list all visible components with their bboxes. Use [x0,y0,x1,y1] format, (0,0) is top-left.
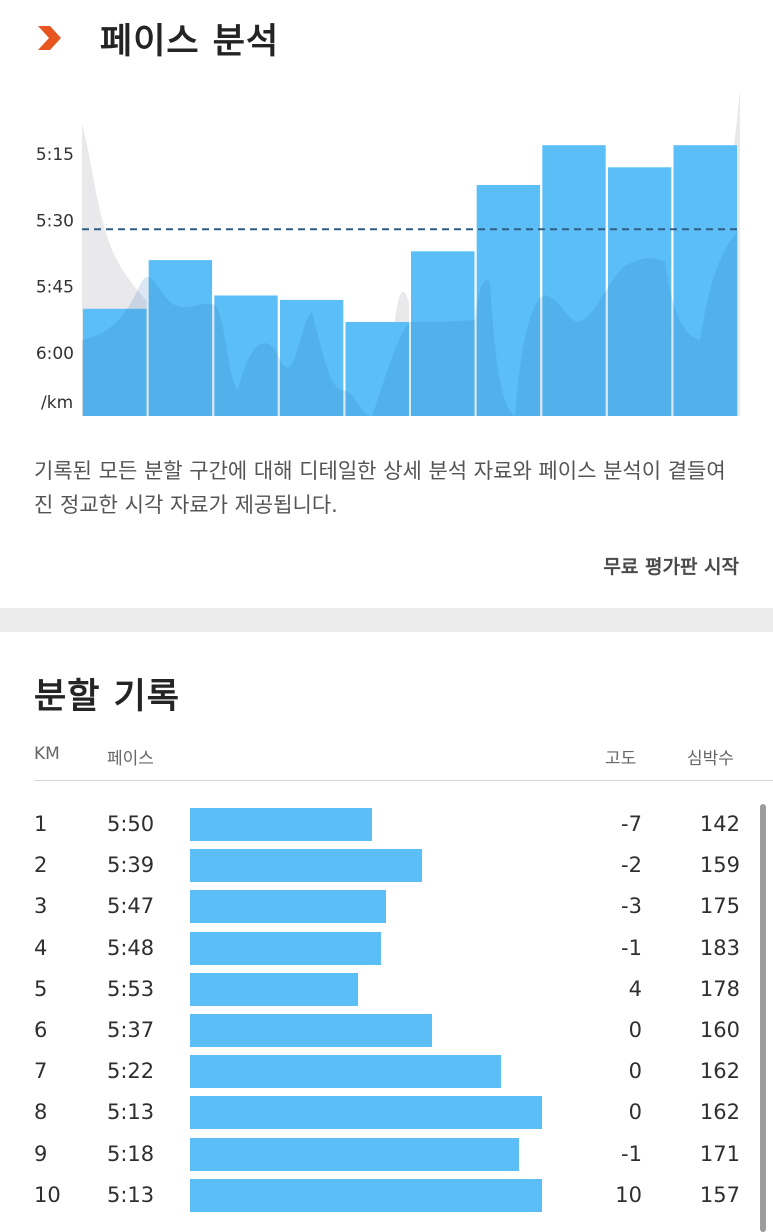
split-elevation: -3 [621,894,642,919]
pace-bars [83,130,737,416]
split-pace-bar [190,808,372,841]
split-elevation: -2 [621,853,642,878]
table-row[interactable]: 9 5:18 -1 171 [0,1134,773,1175]
header-divider [34,780,773,781]
col-header-heart-rate: 심박수 [687,749,734,769]
elevation-area [82,230,738,416]
pace-bar [83,308,147,416]
split-pace: 5:53 [107,976,155,1001]
pace-bar [345,322,409,416]
split-elevation: -7 [621,812,642,836]
split-pace-bar [190,1055,501,1089]
split-elevation: -1 [621,1141,642,1166]
split-heart-rate: 160 [699,1018,740,1042]
table-row[interactable]: 5 5:53 4 178 [0,969,773,1010]
pace-chart: 5:15 5:30 5:45 6:00 /km [36,90,740,416]
split-pace: 5:37 [107,1018,155,1042]
split-pace-bar [190,1096,542,1130]
split-heart-rate: 178 [699,976,740,1001]
pace-bar [214,295,278,416]
pace-bar [476,185,541,416]
split-pace: 5:47 [107,894,155,919]
page-title: 페이스 분석 [100,21,280,62]
table-row[interactable]: 2 5:39 -2 159 [0,845,773,886]
start-free-trial-link[interactable]: 무료 평가판 시작 [603,556,739,578]
y-axis-unit: /km [41,393,73,413]
table-row[interactable]: 8 5:13 0 162 [0,1092,773,1133]
table-row[interactable]: 1 5:50 -7 142 [0,804,773,845]
elevation-overlay [82,230,738,416]
y-axis-ticks: 5:15 5:30 5:45 6:00 [36,145,74,364]
split-heart-rate: 162 [699,1100,740,1125]
split-heart-rate: 142 [699,812,740,836]
table-row[interactable]: 6 5:37 0 160 [0,1010,773,1051]
split-heart-rate: 171 [699,1141,740,1166]
split-elevation: -1 [621,935,642,960]
split-km: 8 [34,1100,48,1125]
split-km: 6 [34,1018,48,1042]
split-pace-bar [190,1178,542,1212]
split-pace: 5:50 [107,812,155,836]
split-pace-bar [190,890,386,924]
split-elevation: 0 [628,1018,642,1042]
col-header-pace: 페이스 [107,749,154,769]
split-pace: 5:13 [107,1182,155,1207]
split-km: 1 [34,812,48,836]
split-elevation: 0 [628,1100,642,1125]
scrollbar[interactable] [760,804,766,1232]
chevron-right-icon [38,26,61,50]
col-header-elevation: 고도 [605,749,637,769]
y-tick-label: 5:45 [36,278,74,298]
split-km: 10 [34,1182,61,1207]
split-km: 2 [34,853,48,878]
split-pace-bar [190,1014,432,1047]
split-heart-rate: 183 [699,935,740,960]
split-km: 5 [34,976,48,1001]
pace-bar [542,145,606,416]
split-pace: 5:48 [107,935,155,960]
table-row[interactable]: 4 5:48 -1 183 [0,928,773,969]
pace-bar [411,251,475,416]
pace-analysis-header: 페이스 분석 [36,14,279,62]
col-header-km: KM [34,744,60,764]
split-pace: 5:13 [107,1100,155,1125]
split-km: 9 [34,1141,48,1166]
split-pace-bar [190,849,422,883]
split-pace-bar [190,1137,519,1171]
table-row[interactable]: 7 5:22 0 162 [0,1051,773,1092]
y-tick-label: 5:30 [36,211,74,231]
y-tick-label: 6:00 [36,344,74,364]
split-elevation: 0 [628,1059,642,1084]
table-row[interactable]: 3 5:47 -3 175 [0,886,773,927]
split-pace: 5:22 [107,1059,155,1084]
pace-analysis-description: 기록된 모든 분할 구간에 대해 디테일한 상세 분석 자료와 페이스 분석이 … [34,459,726,517]
split-heart-rate: 157 [699,1182,740,1207]
split-pace: 5:39 [107,853,155,878]
section-divider [0,608,773,632]
splits-section: 분할 기록 KM 페이스 고도 심박수 1 5:50 -7 142 2 5:39 -2 159… [0,632,773,1232]
pace-bar [279,299,344,416]
split-pace: 5:18 [107,1141,155,1166]
y-tick-label: 5:15 [36,145,74,165]
pace-analysis-section: 페이스 분석 5:15 5:30 5:45 6:00 /km 기록된 모든 분할 구간… [0,0,773,608]
splits-title: 분할 기록 [34,677,180,717]
split-pace-bar [190,972,358,1006]
split-heart-rate: 175 [699,894,740,919]
table-row[interactable]: 10 5:13 10 157 [0,1175,773,1216]
split-heart-rate: 162 [699,1059,740,1084]
split-heart-rate: 159 [699,853,740,878]
split-elevation: 10 [615,1182,642,1207]
pace-bar [673,145,737,416]
split-km: 4 [34,935,48,960]
pace-bar [607,167,672,416]
split-km: 7 [34,1059,48,1084]
pace-bar [148,260,213,416]
split-km: 3 [34,894,48,919]
split-elevation: 4 [628,976,642,1001]
split-pace-bar [190,931,381,965]
